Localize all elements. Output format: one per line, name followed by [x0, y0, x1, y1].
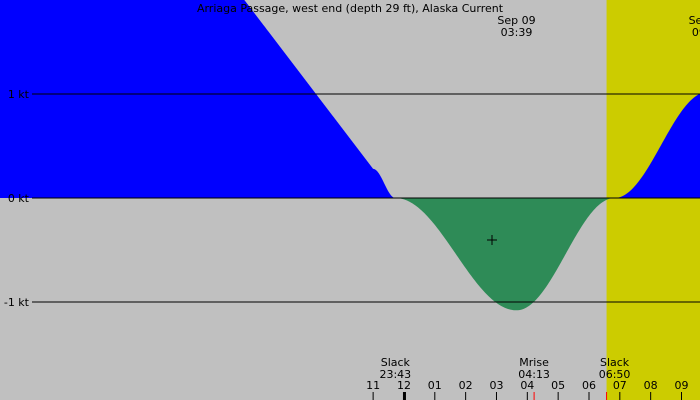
hour-tick-label: 06 — [582, 379, 596, 392]
daylight-band — [606, 0, 700, 400]
peak-time-label: 03:39 — [501, 26, 533, 39]
hour-tick-label: 09 — [674, 379, 688, 392]
hour-tick-label: 07 — [613, 379, 627, 392]
slack-time-label: 23:43 — [379, 368, 411, 381]
slack-time-label: 06:50 — [599, 368, 631, 381]
midnight-marker — [402, 392, 406, 400]
hour-tick-label: 02 — [459, 379, 473, 392]
hour-tick-label: 01 — [428, 379, 442, 392]
hour-tick-label: 08 — [644, 379, 658, 392]
crosshair-cursor — [487, 235, 497, 245]
peak-time-label: 09:51 — [692, 26, 700, 39]
moon-event-label: Mrise — [519, 356, 549, 369]
chart-title: Arriaga Passage, west end (depth 29 ft),… — [197, 2, 504, 15]
moon-event-time-label: 04:13 — [518, 368, 550, 381]
hour-tick-label: 11 — [366, 379, 380, 392]
slack-label: Slack — [381, 356, 411, 369]
hour-tick-label: 12 — [397, 379, 411, 392]
y-tick-label: -1 kt — [4, 296, 30, 309]
slack-label: Slack — [600, 356, 630, 369]
y-tick-label: 0 kt — [8, 192, 30, 205]
peak-date-label: Sep 09 — [497, 14, 535, 27]
peak-date-label: Sep 09 — [689, 14, 700, 27]
flood-area — [0, 0, 700, 198]
hour-tick-label: 05 — [551, 379, 565, 392]
hour-tick-label: 04 — [520, 379, 534, 392]
y-tick-label: 1 kt — [8, 88, 30, 101]
ebb-area — [396, 198, 615, 311]
hour-tick-label: 03 — [489, 379, 503, 392]
